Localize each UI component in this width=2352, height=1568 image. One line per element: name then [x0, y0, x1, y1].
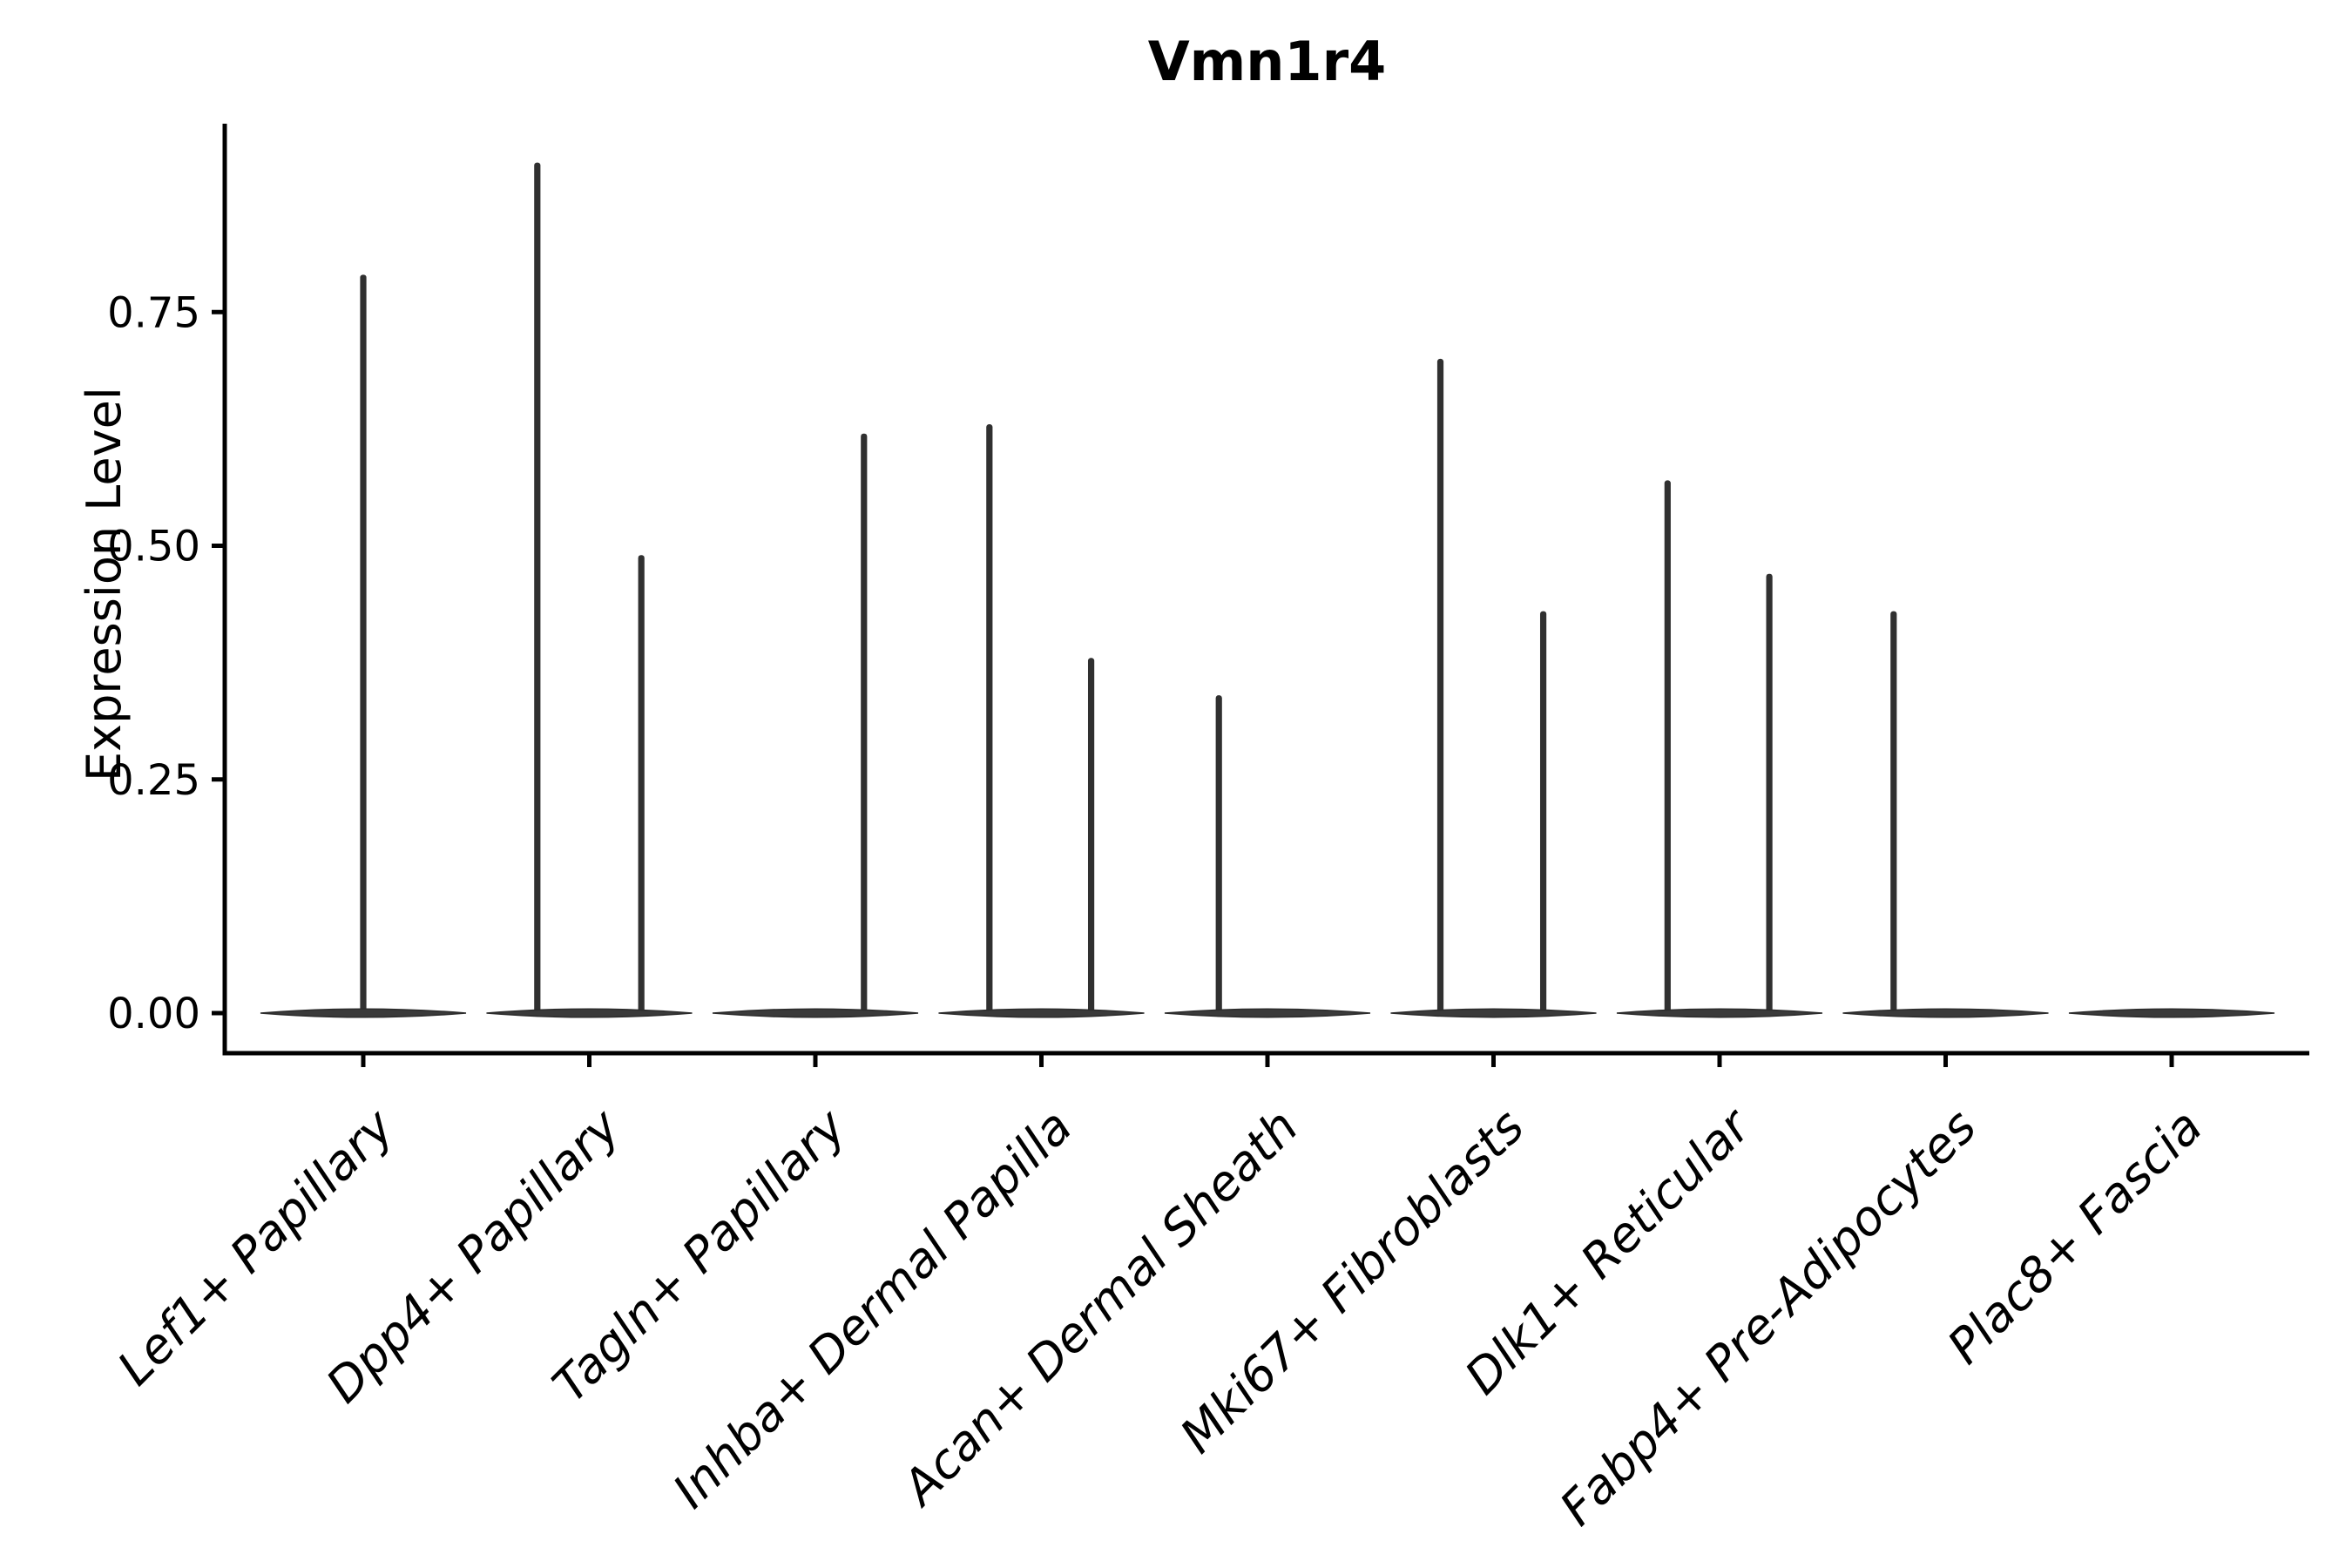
violin-spike — [1087, 658, 1095, 1016]
violin-spike — [1215, 695, 1222, 1016]
violin-spike — [1436, 358, 1444, 1016]
violin-spike — [1890, 611, 1897, 1016]
violin-spike — [1539, 611, 1547, 1016]
y-tick-label: 0.75 — [107, 288, 200, 337]
violin-spike — [861, 433, 868, 1016]
violin-baseline — [260, 1008, 467, 1018]
violin-3 — [938, 424, 1145, 1018]
violin-baseline — [1842, 1008, 2049, 1018]
x-tick-label-7: Fabp4+ Pre-Adipocytes — [1549, 1098, 1986, 1536]
violin-baseline — [486, 1008, 693, 1018]
violin-spike — [638, 555, 645, 1016]
violin-spike — [986, 424, 993, 1016]
violin-4 — [1164, 695, 1371, 1018]
violin-spike — [1664, 480, 1671, 1016]
violin-2 — [712, 433, 919, 1018]
violin-baseline — [712, 1008, 919, 1018]
x-tick-label-4: Acan+ Dermal Sheath — [890, 1098, 1309, 1517]
violin-baseline — [1164, 1008, 1371, 1018]
violin-7 — [1842, 611, 2049, 1018]
violin-1 — [486, 162, 693, 1018]
violin-spike — [534, 162, 541, 1016]
violin-spike — [360, 274, 367, 1017]
y-tick-label: 0.00 — [107, 990, 200, 1038]
violin-baseline — [938, 1008, 1145, 1018]
violin-5 — [1390, 358, 1597, 1018]
violin-baseline — [1390, 1008, 1597, 1018]
chart-title: Vmn1r4 — [1147, 30, 1387, 93]
y-tick-label: 0.50 — [107, 523, 200, 571]
violin-8 — [2068, 1008, 2275, 1018]
violin-baseline — [2068, 1008, 2275, 1018]
violin-baseline — [1616, 1008, 1823, 1018]
x-tick-label-3: Inhba+ Dermal Papilla — [662, 1098, 1082, 1518]
violin-spike — [1766, 573, 1773, 1016]
violin-0 — [260, 274, 467, 1018]
violin-6 — [1616, 480, 1823, 1018]
y-tick-label: 0.25 — [107, 756, 200, 805]
